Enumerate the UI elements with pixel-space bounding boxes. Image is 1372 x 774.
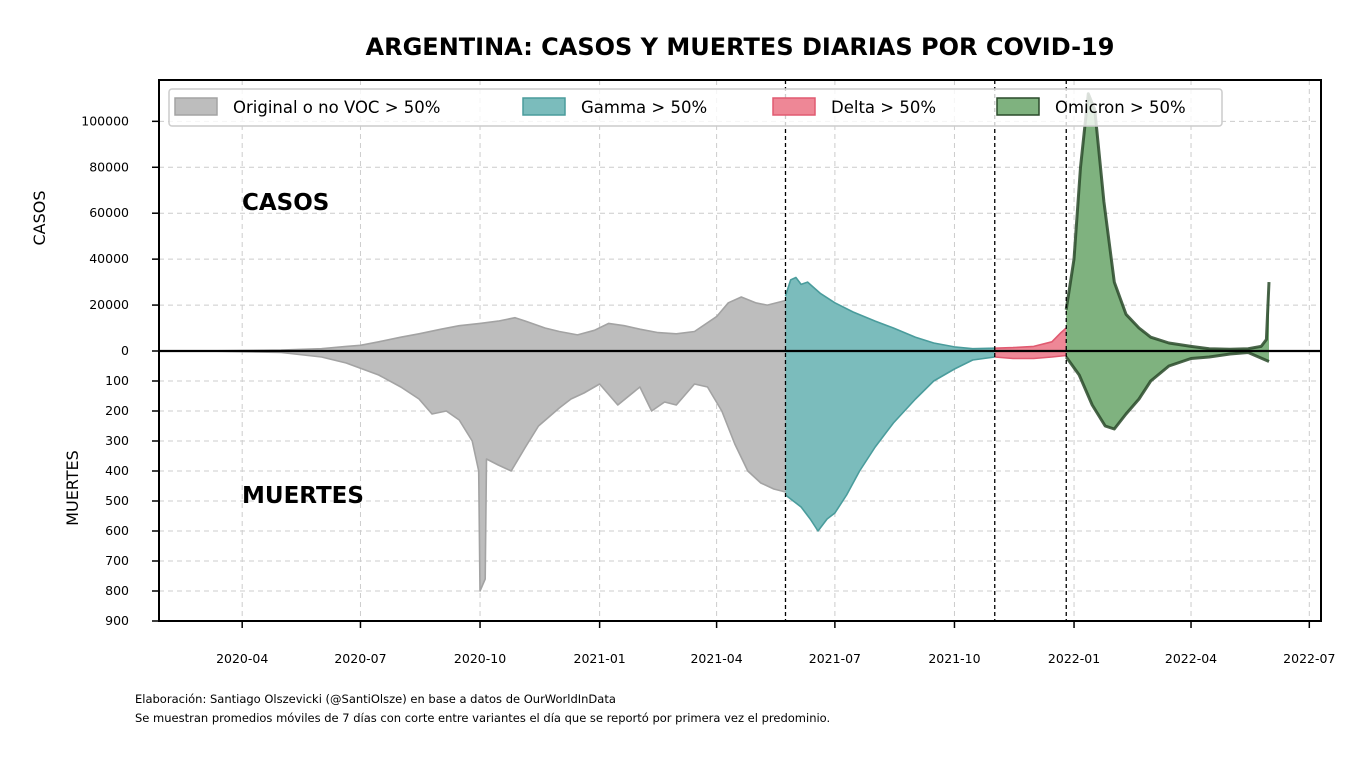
boundaries xyxy=(159,80,1321,621)
x-tick-label: 2021-10 xyxy=(928,651,980,666)
area-cases-series-2 xyxy=(785,277,995,351)
y-tick-label-cases: 60000 xyxy=(89,205,129,220)
x-tick-label: 2021-04 xyxy=(690,651,742,666)
line-deaths-series-2 xyxy=(785,356,995,532)
area-cases-series-3 xyxy=(994,328,1067,351)
line-deaths-series-1 xyxy=(204,350,786,592)
area-deaths-series-1 xyxy=(204,351,786,591)
y-tick-label-deaths: 200 xyxy=(105,403,129,418)
axis-ticks: 2020-04 2020-07 2020-10 2021-01 2021-04 2021-… xyxy=(81,113,1335,666)
line-deaths-series-4 xyxy=(1064,351,1270,431)
y-tick-label-cases: 40000 xyxy=(89,251,129,266)
legend-label-3: Delta > 50% xyxy=(831,98,936,117)
annotation-muertes: MUERTES xyxy=(242,483,364,509)
x-tick-label: 2022-07 xyxy=(1283,651,1335,666)
legend-label-1: Original o no VOC > 50% xyxy=(233,98,440,117)
x-tick-label: 2021-01 xyxy=(574,651,626,666)
x-tick-label: 2020-04 xyxy=(216,651,268,666)
x-tick-label: 2022-04 xyxy=(1165,651,1217,666)
annotation-casos: CASOS xyxy=(242,190,329,216)
legend-label-4: Omicron > 50% xyxy=(1055,98,1186,117)
y-axis-label-casos: CASOS xyxy=(30,190,49,245)
y-tick-label-deaths: 800 xyxy=(105,583,129,598)
y-tick-label-deaths: 600 xyxy=(105,523,129,538)
line-cases-series-3 xyxy=(994,327,1067,349)
y-tick-label-deaths: 300 xyxy=(105,433,129,448)
area-deaths-series-4 xyxy=(1066,351,1269,429)
y-tick-label-cases: 20000 xyxy=(89,297,129,312)
line-cases-series-1 xyxy=(204,296,786,352)
chart-title: ARGENTINA: CASOS Y MUERTES DIARIAS POR C… xyxy=(366,33,1115,61)
legend-swatch-4 xyxy=(996,97,1040,116)
y-tick-label-deaths: 400 xyxy=(105,463,129,478)
x-tick-label: 2020-07 xyxy=(334,651,386,666)
y-tick-label-deaths: 100 xyxy=(105,373,129,388)
y-axis-label-muertes: MUERTES xyxy=(63,450,82,526)
legend-swatch-3 xyxy=(772,97,816,116)
x-tick-label: 2022-01 xyxy=(1048,651,1100,666)
legend-label-2: Gamma > 50% xyxy=(581,98,707,117)
line-cases-series-2 xyxy=(784,276,995,350)
legend-swatch-2 xyxy=(522,97,566,116)
legend: Original o no VOC > 50% Gamma > 50% Delta … xyxy=(168,88,1223,127)
y-tick-label-cases: 80000 xyxy=(89,159,129,174)
legend-swatch-1 xyxy=(174,97,218,116)
y-tick-label-cases: 0 xyxy=(121,343,129,358)
y-tick-label-deaths: 900 xyxy=(105,613,129,628)
y-tick-label-deaths: 700 xyxy=(105,553,129,568)
footnote-method: Se muestran promedios móviles de 7 días … xyxy=(135,711,831,725)
legend-box xyxy=(168,88,1223,127)
y-tick-label-deaths: 500 xyxy=(105,493,129,508)
x-tick-label: 2021-07 xyxy=(809,651,861,666)
area-cases-series-1 xyxy=(204,297,786,351)
y-tick-label-cases: 100000 xyxy=(81,113,129,128)
line-deaths-series-3 xyxy=(994,354,1067,360)
area-deaths-series-2 xyxy=(785,351,995,531)
footnote-credit: Elaboración: Santiago Olszevicki (@Santi… xyxy=(135,692,616,706)
series-areas xyxy=(204,92,1271,592)
x-tick-label: 2020-10 xyxy=(454,651,506,666)
